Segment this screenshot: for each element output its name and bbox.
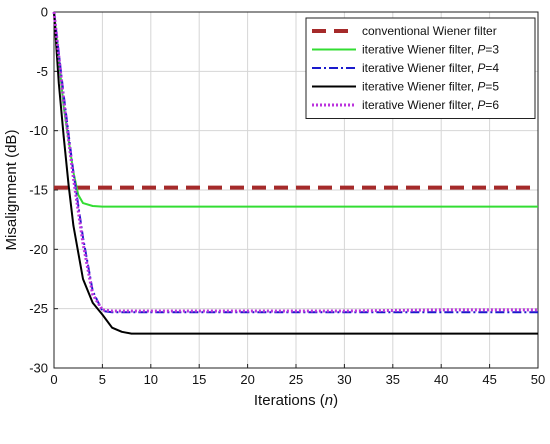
x-tick-label: 20 bbox=[240, 372, 254, 387]
x-tick-label: 0 bbox=[50, 372, 57, 387]
legend-items: conventional Wiener filter iterative Wien… bbox=[312, 24, 499, 112]
legend-label-suffix: =5 bbox=[485, 80, 499, 94]
x-tick-label: 15 bbox=[192, 372, 206, 387]
y-tick-label: 0 bbox=[41, 5, 48, 20]
legend-label-suffix: =6 bbox=[485, 98, 499, 112]
x-tick-label: 45 bbox=[482, 372, 496, 387]
legend-box bbox=[305, 17, 536, 119]
y-axis-ticks: 0 -5 -10 -15 -20 -25 -30 bbox=[29, 5, 58, 376]
legend-label-suffix: =4 bbox=[485, 61, 499, 75]
legend-label-suffix: =3 bbox=[485, 43, 499, 57]
legend: conventional Wiener filter iterative Wien… bbox=[305, 17, 536, 119]
x-tick-label: 30 bbox=[337, 372, 351, 387]
legend-label-1: conventional Wiener filter bbox=[362, 24, 497, 38]
y-tick-label: -30 bbox=[29, 361, 48, 376]
legend-label-var: P bbox=[477, 43, 485, 57]
series-line-5 bbox=[52, 11, 538, 313]
legend-label-3: iterative Wiener filter, P=4 bbox=[362, 61, 499, 75]
y-tick-label: -15 bbox=[29, 183, 48, 198]
x-tick-label: 40 bbox=[434, 372, 448, 387]
x-axis-label-text: Iterations bbox=[254, 392, 316, 409]
y-tick-label: -20 bbox=[29, 242, 48, 257]
legend-label-text: conventional Wiener filter bbox=[362, 24, 497, 38]
legend-label-text: iterative Wiener filter, bbox=[362, 43, 477, 57]
y-tick-label: -5 bbox=[36, 64, 48, 79]
series-line-4 bbox=[53, 11, 538, 335]
series-line-2 bbox=[53, 11, 538, 208]
x-axis-label-var: n bbox=[325, 392, 333, 409]
legend-label-text: iterative Wiener filter, bbox=[362, 98, 477, 112]
x-tick-label: 50 bbox=[531, 372, 545, 387]
series-lines bbox=[52, 11, 538, 335]
x-axis-label-close: ) bbox=[333, 392, 338, 409]
x-tick-label: 35 bbox=[386, 372, 400, 387]
x-axis-label-open: ( bbox=[316, 392, 325, 409]
legend-label-var: P bbox=[477, 98, 485, 112]
x-tick-label: 5 bbox=[99, 372, 106, 387]
legend-label-text: iterative Wiener filter, bbox=[362, 80, 477, 94]
legend-label-var: P bbox=[477, 61, 485, 75]
legend-label-4: iterative Wiener filter, P=5 bbox=[362, 80, 499, 94]
y-tick-label: -10 bbox=[29, 123, 48, 138]
x-tick-label: 25 bbox=[289, 372, 303, 387]
y-tick-label: -25 bbox=[29, 301, 48, 316]
legend-label-text: iterative Wiener filter, bbox=[362, 61, 477, 75]
y-axis-label: Misalignment (dB) bbox=[3, 130, 20, 251]
legend-label-var: P bbox=[477, 80, 485, 94]
x-tick-label: 10 bbox=[144, 372, 158, 387]
x-axis-ticks: 0 5 10 15 20 25 30 35 40 45 50 bbox=[50, 364, 545, 387]
legend-label-2: iterative Wiener filter, P=3 bbox=[362, 43, 499, 57]
x-axis-label: Iterations (n) bbox=[254, 392, 338, 409]
legend-label-5: iterative Wiener filter, P=6 bbox=[362, 98, 499, 112]
